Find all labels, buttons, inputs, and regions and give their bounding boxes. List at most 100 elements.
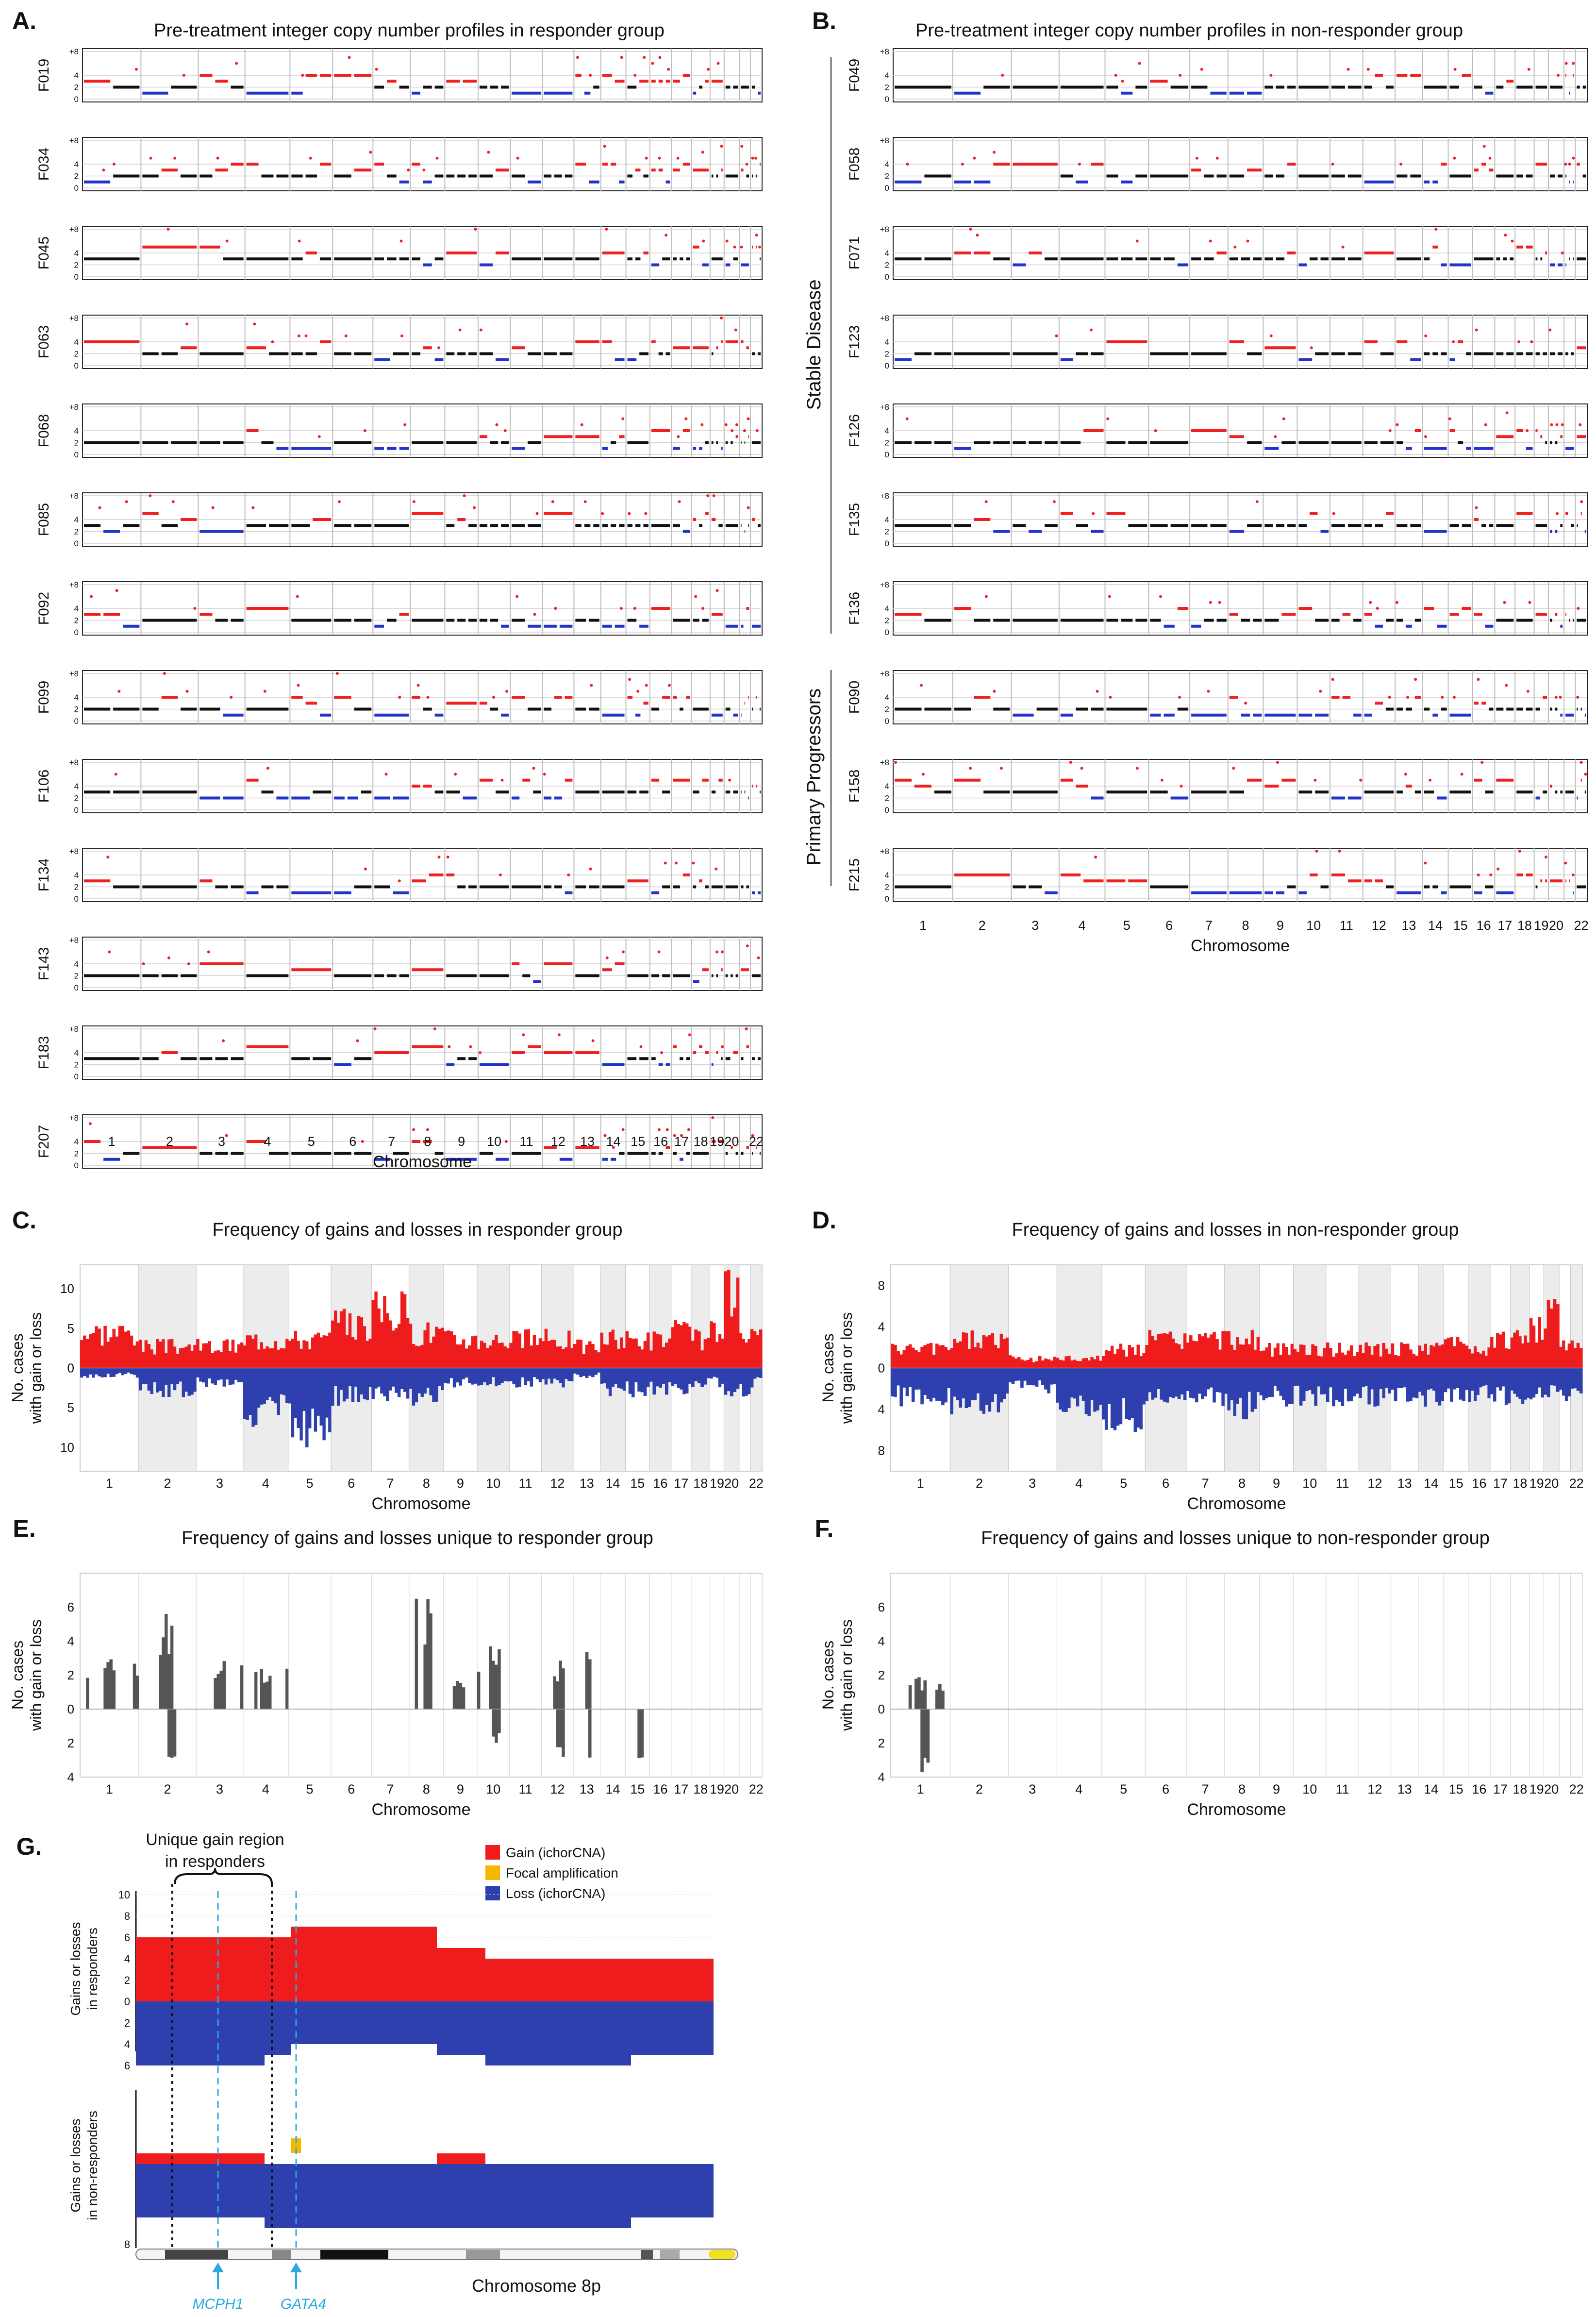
y-tick: 0 bbox=[67, 1702, 74, 1716]
loss-bar bbox=[1053, 1368, 1057, 1384]
y-tick: +8 bbox=[880, 491, 889, 501]
loss-bar bbox=[1079, 1368, 1082, 1396]
cn-outlier bbox=[532, 767, 535, 770]
loss-bar bbox=[1177, 1368, 1181, 1399]
cn-outlier bbox=[1448, 417, 1451, 420]
gain-bar bbox=[1373, 1345, 1377, 1368]
cn-outlier bbox=[621, 950, 625, 954]
y-tick: +8 bbox=[880, 847, 889, 856]
loss-bar bbox=[530, 1368, 533, 1387]
cn-outlier bbox=[583, 500, 587, 504]
loss-bar bbox=[559, 1368, 562, 1383]
loss-bar bbox=[562, 1709, 565, 1757]
gain-bar bbox=[193, 1344, 197, 1368]
chrom-tick: 16 bbox=[1472, 1782, 1486, 1797]
loss-bar bbox=[524, 1368, 528, 1385]
loss-bar bbox=[219, 1368, 223, 1380]
chrom-tick: 9 bbox=[457, 1782, 464, 1797]
cn-outlier bbox=[667, 67, 670, 71]
cn-outlier bbox=[1557, 74, 1560, 77]
y-tick: 2 bbox=[885, 172, 889, 181]
gain-bar bbox=[1576, 1343, 1580, 1368]
cn-outlier bbox=[589, 74, 592, 77]
gain-bar bbox=[1198, 1334, 1201, 1368]
cn-outlier bbox=[1276, 761, 1279, 764]
gain-bar bbox=[899, 1354, 903, 1368]
loss-bar bbox=[415, 1368, 418, 1403]
gain-bar bbox=[1459, 1342, 1463, 1368]
gain-bar bbox=[1087, 1360, 1091, 1368]
cn-outlier bbox=[1094, 856, 1097, 859]
g-loss-bar bbox=[136, 2001, 265, 2065]
cn-outlier bbox=[1576, 696, 1579, 699]
y-tick: +8 bbox=[69, 669, 79, 678]
gain-bar bbox=[742, 1339, 745, 1368]
chrom-tick: 19 bbox=[710, 1134, 724, 1149]
cn-outlier bbox=[603, 145, 606, 148]
cn-outlier bbox=[1180, 785, 1183, 788]
loss-bar bbox=[305, 1368, 309, 1447]
cn-outlier bbox=[751, 1134, 754, 1137]
chrom-tick: 1 bbox=[106, 1476, 113, 1491]
loss-bar bbox=[342, 1368, 346, 1402]
cn-outlier bbox=[1347, 67, 1350, 71]
gain-bar bbox=[1490, 1337, 1494, 1368]
loss-bar bbox=[1186, 1368, 1190, 1392]
loss-bar bbox=[334, 1368, 337, 1386]
loss-bar bbox=[535, 1368, 539, 1379]
chrom-tick: 10 bbox=[1302, 1476, 1317, 1491]
y-tick: 8 bbox=[878, 1278, 885, 1293]
cn-outlier bbox=[993, 689, 996, 693]
legend-label: Gain (ichorCNA) bbox=[506, 1845, 605, 1860]
gain-bar bbox=[1332, 1356, 1335, 1368]
y-tick: 0 bbox=[74, 539, 79, 548]
gain-bar bbox=[733, 1308, 737, 1368]
loss-bar bbox=[736, 1368, 740, 1389]
loss-bar bbox=[730, 1368, 733, 1396]
gain-bar bbox=[503, 1346, 507, 1368]
gain-bar bbox=[988, 1335, 992, 1368]
loss-bar bbox=[600, 1368, 603, 1384]
gain-bar bbox=[1507, 1349, 1511, 1368]
cn-outlier bbox=[426, 696, 430, 699]
gain-bar bbox=[176, 1354, 180, 1368]
gain-bar bbox=[1349, 1345, 1353, 1368]
loss-bar bbox=[1541, 1368, 1544, 1398]
gain-bar bbox=[1353, 1356, 1356, 1368]
chrom-tick: 5 bbox=[1120, 1476, 1127, 1491]
loss-bar bbox=[121, 1368, 125, 1376]
cn-outlier bbox=[1232, 767, 1235, 770]
gain-bar bbox=[109, 1659, 113, 1709]
cn-outlier bbox=[463, 494, 466, 497]
g-loss-bar bbox=[291, 2164, 437, 2228]
loss-bar bbox=[406, 1368, 410, 1399]
loss-bar bbox=[721, 1368, 724, 1384]
loss-bar bbox=[441, 1368, 444, 1391]
loss-bar bbox=[1227, 1368, 1230, 1410]
sample-label: F134 bbox=[36, 858, 52, 891]
loss-bar bbox=[147, 1368, 150, 1391]
gain-bar bbox=[1446, 1338, 1450, 1368]
gain-bar bbox=[254, 1334, 258, 1368]
y-tick: 2 bbox=[74, 438, 79, 448]
gain-bar bbox=[263, 1348, 266, 1368]
chrom-tick: 9 bbox=[458, 1134, 465, 1149]
loss-bar bbox=[556, 1709, 559, 1747]
loss-bar bbox=[1259, 1368, 1263, 1395]
y-tick: 4 bbox=[74, 337, 79, 347]
loss-bar bbox=[1487, 1368, 1491, 1398]
cn-outlier bbox=[920, 684, 923, 687]
gain-bar bbox=[1148, 1330, 1151, 1368]
gain-bar bbox=[727, 1270, 731, 1368]
loss-bar bbox=[1110, 1368, 1114, 1428]
gain-bar bbox=[565, 1347, 568, 1368]
gain-bar bbox=[1056, 1358, 1060, 1368]
panel-title: Frequency of gains and losses in respond… bbox=[213, 1220, 623, 1240]
cn-outlier bbox=[301, 74, 304, 77]
ideogram-band bbox=[320, 2250, 388, 2259]
cn-outlier bbox=[1069, 761, 1072, 764]
loss-bar bbox=[1073, 1368, 1077, 1399]
gain-bar bbox=[1047, 1359, 1050, 1368]
gain-bar bbox=[1462, 1343, 1465, 1368]
